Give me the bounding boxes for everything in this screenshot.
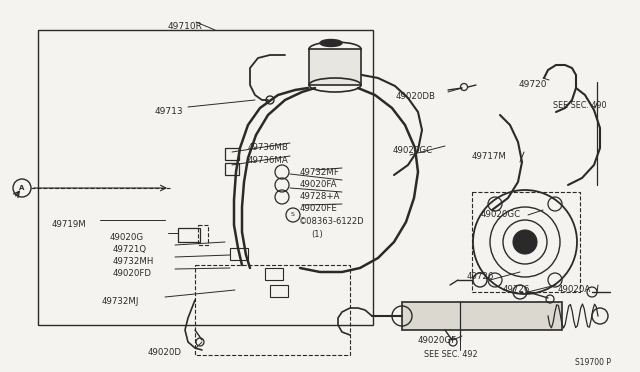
Text: 49020FD: 49020FD [113,269,152,278]
Text: 49721Q: 49721Q [113,245,147,254]
Text: 49020GF: 49020GF [418,336,457,345]
Bar [265,268,283,280]
Text: SEE SEC. 492: SEE SEC. 492 [424,350,477,359]
Text: 49736MA: 49736MA [248,156,289,165]
Bar [402,302,562,330]
Text: 49020D: 49020D [148,348,182,357]
Circle shape [513,230,537,254]
Text: A: A [19,185,25,191]
Text: 49020G: 49020G [110,233,144,242]
Text: ©08363-6122D: ©08363-6122D [299,217,365,226]
Text: 49020FE: 49020FE [300,204,338,213]
Ellipse shape [320,39,342,46]
Text: SEE SEC. 490: SEE SEC. 490 [553,101,607,110]
Bar [225,163,239,175]
Text: 49726: 49726 [467,272,494,281]
Text: 49020DB: 49020DB [396,92,436,101]
Text: 49020GC: 49020GC [393,146,433,155]
Bar [472,192,580,292]
Text: 49726: 49726 [503,285,531,294]
Bar [178,228,200,242]
Bar [198,225,208,245]
Text: S19700 P: S19700 P [575,358,611,367]
Bar [309,49,361,85]
Text: 49713: 49713 [155,107,184,116]
Text: (1): (1) [311,230,323,239]
Text: 49728+A: 49728+A [300,192,340,201]
Bar [38,30,373,325]
Text: 49020GC: 49020GC [481,210,521,219]
Bar [230,248,248,260]
Text: 49710R: 49710R [168,22,203,31]
Text: 49717M: 49717M [472,152,507,161]
Text: 49732MJ: 49732MJ [102,297,140,306]
Bar [270,285,288,297]
Bar [195,265,350,355]
Text: 49720: 49720 [519,80,547,89]
Bar [225,148,239,160]
Text: 49732MH: 49732MH [113,257,154,266]
Text: 49020FA: 49020FA [300,180,337,189]
Text: 49719M: 49719M [52,220,87,229]
Text: 49736MB: 49736MB [248,143,289,152]
Text: S: S [291,212,295,218]
Text: 49020A: 49020A [558,285,591,294]
Text: 49732MF: 49732MF [300,168,340,177]
